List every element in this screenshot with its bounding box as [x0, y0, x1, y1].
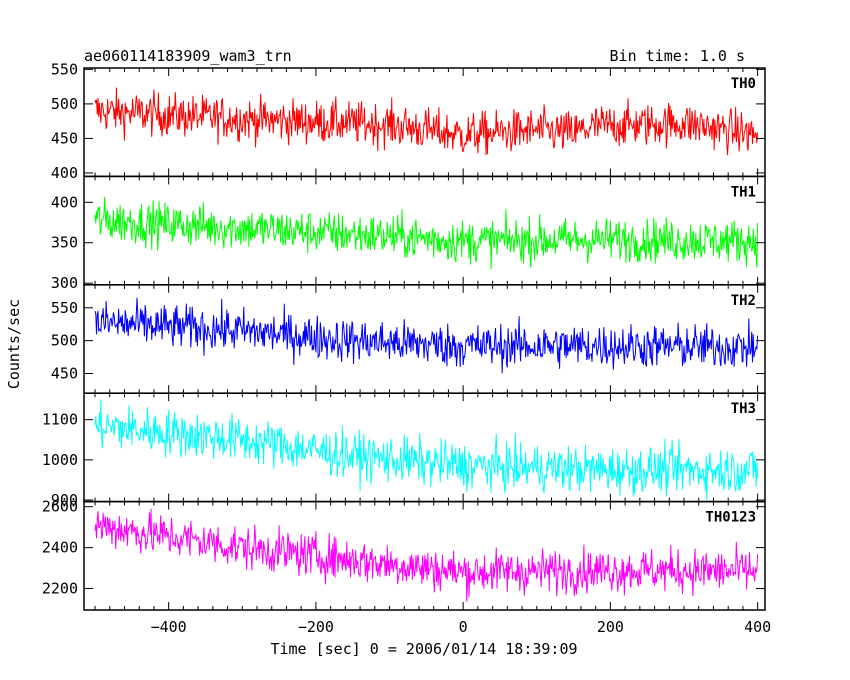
x-tick-label: 400 — [744, 618, 771, 636]
y-tick-label: 900 — [51, 491, 78, 509]
panel-th0: 400 450 500 550 TH0 — [51, 60, 766, 182]
y-tick-label: 550 — [51, 299, 78, 317]
series-line-th3 — [94, 399, 759, 501]
panel-frame — [83, 500, 766, 611]
panel-label: TH1 — [731, 184, 756, 200]
y-tick-label: 300 — [51, 274, 78, 292]
y-tick-label: 500 — [51, 332, 78, 350]
panel-th3: 900 1000 1100 TH3 — [42, 392, 766, 509]
series-line-th1 — [94, 196, 759, 270]
x-tick-label: −200 — [298, 618, 334, 636]
y-tick-label: 350 — [51, 234, 78, 252]
y-tick-label: 2600 — [42, 498, 78, 516]
y-tick-label: 400 — [51, 164, 78, 182]
x-tick-label: 0 — [459, 618, 468, 636]
panel-th2: 450 500 550 TH2 — [51, 284, 766, 394]
y-tick-label: 450 — [51, 129, 78, 147]
x-axis-ticks: −400 −200 0 200 400 — [151, 618, 772, 636]
y-axis-label: Counts/sec — [5, 299, 23, 389]
panel-label: TH3 — [731, 401, 756, 417]
panel-th0123: 2200 2400 2600 TH0123 — [42, 498, 766, 611]
panel-label: TH2 — [731, 293, 756, 309]
y-tick-label: 500 — [51, 95, 78, 113]
panel-label: TH0 — [731, 76, 756, 92]
y-tick-label: 1000 — [42, 451, 78, 469]
y-tick-label: 450 — [51, 364, 78, 382]
x-tick-label: −400 — [151, 618, 187, 636]
series-line-th0123 — [94, 508, 759, 602]
y-tick-label: 1100 — [42, 411, 78, 429]
panel-label: TH0123 — [705, 510, 756, 526]
x-tick-label: 200 — [597, 618, 624, 636]
x-axis-label: Time [sec] 0 = 2006/01/14 18:39:09 — [270, 640, 577, 658]
y-tick-label: 550 — [51, 60, 78, 78]
y-tick-label: 400 — [51, 193, 78, 211]
panel-th1: 300 350 400 TH1 — [51, 175, 766, 292]
panels-group: 400 450 500 550 TH0 300 350 400 TH1 450 500 550 TH2 9… — [42, 60, 766, 611]
y-tick-label: 2200 — [42, 580, 78, 598]
bin-time-label: Bin time: 1.0 s — [610, 47, 745, 65]
chart-title: ae060114183909_wam3_trn — [84, 47, 292, 65]
series-line-th2 — [94, 297, 759, 374]
series-line-th0 — [94, 87, 759, 156]
y-tick-label: 2400 — [42, 539, 78, 557]
